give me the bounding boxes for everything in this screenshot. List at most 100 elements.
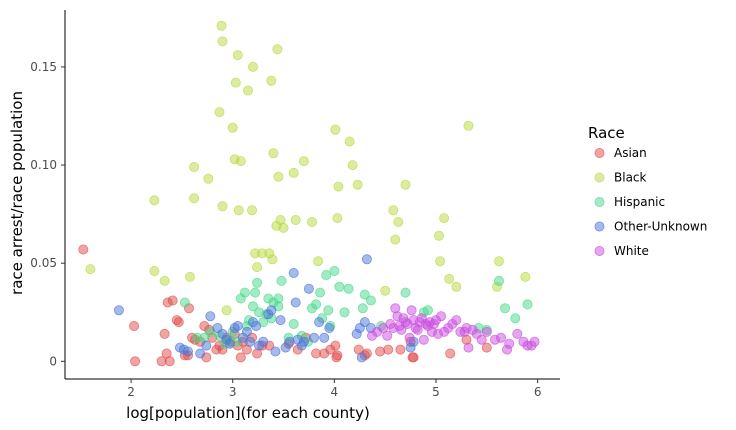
- data-point: [436, 311, 447, 322]
- data-point: [308, 332, 319, 343]
- legend-label: Hispanic: [614, 195, 665, 209]
- legend-item-white: White: [594, 244, 649, 258]
- data-point: [203, 173, 214, 184]
- data-point: [319, 332, 330, 343]
- data-point: [321, 269, 332, 280]
- data-point: [272, 44, 283, 55]
- data-point: [481, 326, 492, 337]
- data-point: [247, 61, 258, 72]
- x-tick-label: 6: [534, 385, 542, 399]
- data-point: [529, 336, 540, 347]
- data-point: [224, 338, 235, 349]
- data-point: [275, 315, 286, 326]
- data-point: [214, 107, 225, 118]
- data-point: [235, 156, 246, 167]
- data-point: [504, 338, 515, 349]
- data-point: [481, 342, 492, 353]
- data-point: [284, 336, 295, 347]
- data-point: [395, 344, 406, 355]
- legend-marker: [594, 147, 605, 158]
- data-point: [330, 124, 341, 135]
- data-point: [167, 295, 178, 306]
- data-point: [298, 156, 309, 167]
- data-point: [339, 307, 350, 318]
- data-point: [78, 244, 89, 255]
- points-layer: [78, 20, 540, 367]
- legend-label: Asian: [614, 146, 647, 160]
- data-point: [439, 213, 450, 224]
- data-point: [164, 356, 175, 367]
- data-point: [324, 322, 335, 333]
- data-point: [195, 348, 206, 359]
- data-point: [241, 326, 252, 337]
- data-point: [356, 352, 367, 363]
- x-tick-label: 5: [432, 385, 440, 399]
- data-point: [418, 334, 429, 345]
- data-point: [233, 205, 244, 216]
- data-point: [149, 195, 160, 206]
- data-point: [359, 289, 370, 300]
- data-point: [476, 334, 487, 345]
- data-point: [303, 283, 314, 294]
- legend-marker: [594, 221, 605, 232]
- data-point: [288, 318, 299, 329]
- data-point: [383, 344, 394, 355]
- data-point: [159, 328, 170, 339]
- legend-marker: [594, 196, 605, 207]
- data-point: [463, 342, 474, 353]
- data-point: [242, 85, 253, 96]
- data-point: [246, 205, 257, 216]
- data-point: [270, 346, 281, 357]
- data-point: [493, 256, 504, 267]
- y-tick-label: 0: [49, 354, 57, 368]
- data-point: [278, 222, 289, 233]
- data-point: [232, 320, 243, 331]
- y-axis-title: race arrest/race population: [8, 91, 26, 295]
- legend-item-asian: Asian: [594, 146, 647, 160]
- x-axis-title: log[population](for each county): [126, 404, 370, 422]
- data-point: [276, 275, 287, 286]
- data-point: [267, 254, 278, 265]
- data-point: [244, 336, 255, 347]
- data-point: [343, 283, 354, 294]
- data-point: [258, 336, 269, 347]
- data-point: [149, 265, 160, 276]
- data-point: [227, 122, 238, 133]
- data-point: [288, 167, 299, 178]
- data-point: [510, 313, 521, 324]
- data-point: [406, 305, 417, 316]
- data-point: [520, 271, 531, 282]
- data-point: [235, 352, 246, 363]
- data-point: [393, 216, 404, 227]
- data-point: [314, 317, 325, 328]
- y-tick-label: 0.15: [30, 60, 57, 74]
- data-point: [495, 332, 506, 343]
- data-point: [365, 295, 376, 306]
- x-tick-label: 4: [331, 385, 339, 399]
- legend-label: Other-Unknown: [614, 220, 707, 234]
- data-point: [266, 75, 277, 86]
- data-point: [273, 293, 284, 304]
- data-point: [330, 340, 341, 351]
- data-point: [216, 20, 227, 31]
- data-point: [463, 120, 474, 131]
- data-point: [273, 171, 284, 182]
- legend-item-other-unknown: Other-Unknown: [594, 220, 707, 234]
- series-white: [366, 303, 540, 355]
- legend-items: Asian Black Hispanic Other-Unknown White: [594, 146, 707, 258]
- data-point: [173, 317, 184, 328]
- data-point: [217, 201, 228, 212]
- legend-marker: [594, 172, 605, 183]
- data-point: [239, 287, 250, 298]
- data-point: [451, 315, 462, 326]
- x-axis-ticks: 2 3 4 5 6: [127, 379, 541, 399]
- data-point: [361, 254, 372, 265]
- data-point: [130, 356, 141, 367]
- data-point: [380, 285, 391, 296]
- data-point: [333, 181, 344, 192]
- legend-label: Black: [614, 171, 647, 185]
- data-point: [268, 148, 279, 159]
- data-point: [201, 340, 212, 351]
- data-point: [85, 264, 96, 275]
